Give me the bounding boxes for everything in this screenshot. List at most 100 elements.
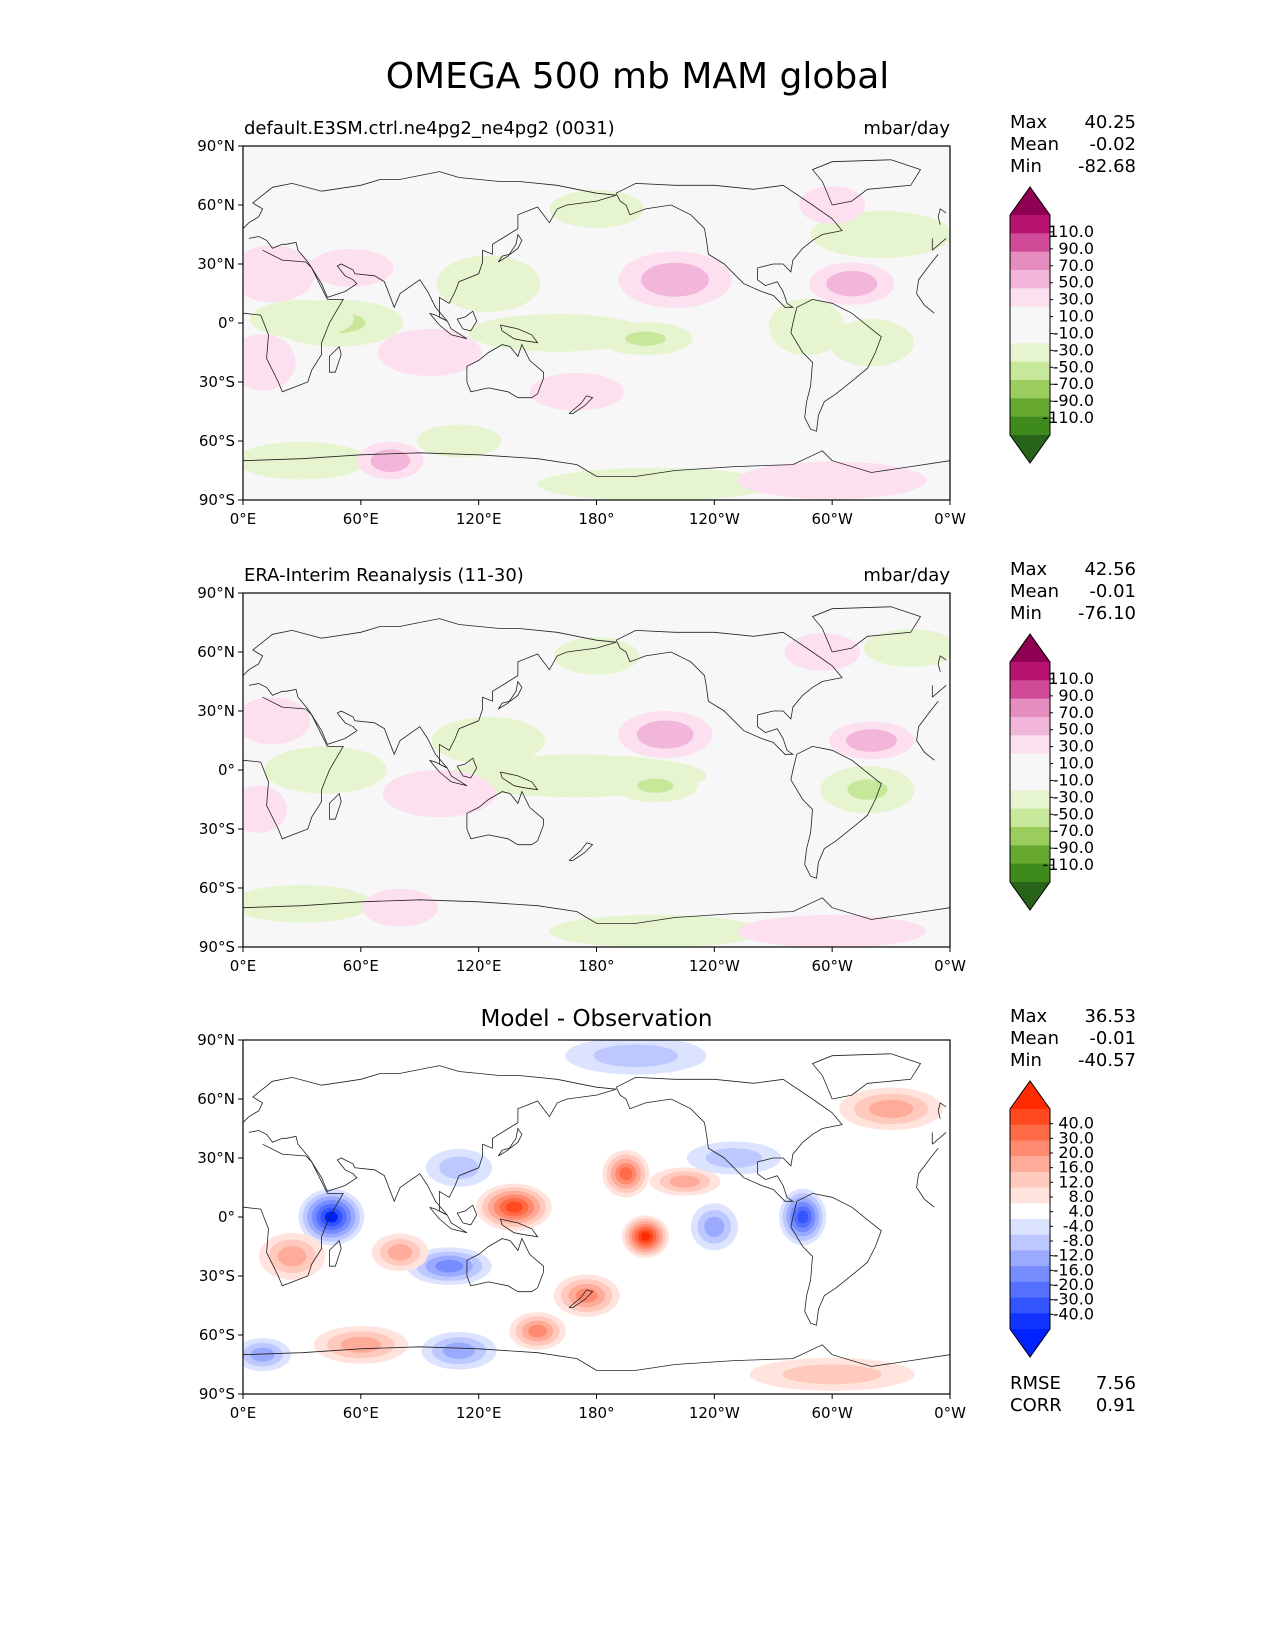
contour-region [387, 1244, 413, 1261]
lon-tick-label: 60°W [811, 510, 853, 528]
colorbar-segment [1010, 808, 1050, 828]
colorbar-label: -30.0 [1053, 787, 1094, 806]
contour-region [431, 716, 546, 765]
contour-region [243, 245, 315, 303]
coastline [811, 159, 922, 206]
colorbar-segment [1010, 251, 1050, 271]
coastline [328, 345, 342, 373]
coastline [916, 700, 939, 741]
panel-2-map: 90°N 60°N 30°N 0° 30°S 60°S 90°S0°E 60°E 120°E 18… [197, 584, 966, 975]
colorbar-label: 30.0 [1058, 737, 1094, 756]
colorbar-segment [1010, 1219, 1050, 1236]
stat-label: Max [1010, 559, 1048, 580]
colorbar-segment [1010, 1250, 1050, 1267]
coastline [456, 310, 478, 332]
colorbar-segment [1010, 1281, 1050, 1299]
contour-region [243, 334, 296, 391]
contour-region [439, 1156, 479, 1180]
stat-label: Max [1010, 112, 1048, 133]
panel-3-metrics: RMSE 7.56 CORR 0.91 [1010, 1373, 1136, 1417]
contour-region [382, 770, 496, 818]
colorbar-segment [1010, 215, 1050, 234]
colorbar-label: -50.0 [1053, 804, 1094, 823]
coastline [499, 771, 539, 791]
colorbar-segment [1010, 1124, 1050, 1141]
colorbar-label: -110.0 [1042, 855, 1094, 874]
coastline [243, 897, 950, 924]
contour-region [593, 1044, 679, 1068]
coastline [916, 740, 935, 761]
contour-region [669, 1175, 701, 1188]
stat-label: Mean [1010, 581, 1060, 602]
contour-region [243, 884, 373, 923]
contour-region [637, 778, 674, 793]
contour-region [826, 270, 878, 297]
coastline [916, 1147, 939, 1188]
colorbar-label: -12.0 [1053, 1246, 1094, 1265]
contour-region [529, 372, 624, 411]
lat-tick-label: 0° [218, 1208, 235, 1226]
coastline [568, 395, 594, 414]
coastline [243, 1344, 950, 1371]
lat-tick-label: 30°N [197, 1149, 235, 1167]
colorbar-segment [1010, 1156, 1050, 1173]
panel-2-title: ERA-Interim Reanalysis (11-30) [244, 565, 524, 586]
colorbar-segment [1010, 233, 1050, 253]
lat-tick-label: 90°N [197, 584, 235, 602]
contour-region [845, 729, 897, 752]
panel-1-title: default.E3SM.ctrl.ne4pg2_ne4pg2 (0031) [244, 118, 615, 139]
coastline [932, 685, 947, 698]
colorbar-extend-max [1010, 187, 1050, 215]
lon-tick-label: 0°E [230, 510, 257, 528]
colorbar-extend-max [1010, 634, 1050, 662]
coastline [615, 629, 843, 755]
colorbar-segment [1010, 398, 1050, 418]
coastline [568, 842, 594, 861]
colorbar-label: -90.0 [1053, 838, 1094, 857]
colorbar-segment [1010, 717, 1050, 736]
lat-tick-label: 90°S [199, 491, 235, 509]
colorbar-label: -10.0 [1053, 770, 1094, 789]
colorbar-segment [1010, 863, 1050, 883]
stat-value: -40.57 [1077, 1050, 1136, 1071]
colorbar-label: 4.0 [1069, 1202, 1094, 1221]
coastline [932, 238, 947, 251]
stat-value: 40.25 [1084, 112, 1136, 133]
lon-tick-label: 0°E [230, 957, 257, 975]
colorbar-segment [1010, 1266, 1050, 1283]
lon-tick-label: 120°W [689, 957, 740, 975]
coastline [243, 1143, 344, 1287]
contour-region [797, 1210, 809, 1224]
colorbar-segment [1010, 1187, 1050, 1204]
stat-value: -76.10 [1077, 603, 1136, 624]
lat-tick-label: 30°N [197, 702, 235, 720]
contour-region [784, 309, 830, 344]
colorbar-label: -70.0 [1053, 374, 1094, 393]
colorbar-segment [1010, 1203, 1050, 1220]
coastline [497, 680, 523, 710]
colorbar-segment [1010, 343, 1050, 363]
colorbar-label: 12.0 [1058, 1172, 1094, 1191]
contour-region [537, 467, 774, 500]
coastline [456, 757, 478, 779]
coastline [615, 182, 843, 308]
panel-1-stats: Max 40.25 Mean -0.02 Min -82.68 [1010, 112, 1136, 178]
contour-region [250, 1347, 275, 1362]
contour-region [549, 190, 644, 228]
coastline [937, 208, 947, 225]
panel-2-stats: Max 42.56 Mean -0.01 Min -76.10 [1010, 559, 1136, 625]
lat-tick-label: 0° [218, 761, 235, 779]
coastline [466, 1237, 544, 1293]
lat-tick-label: 90°N [197, 1031, 235, 1049]
contour-region [288, 755, 363, 785]
contour-region [868, 1099, 914, 1118]
coastline [328, 1239, 342, 1267]
contour-region [377, 328, 482, 377]
colorbar-segment [1010, 416, 1050, 436]
colorbar-label: -40.0 [1053, 1304, 1094, 1323]
stat-value: 42.56 [1084, 559, 1136, 580]
metric-value: 0.91 [1095, 1395, 1136, 1416]
contour-region [619, 1167, 633, 1181]
colorbar-label: 70.0 [1058, 703, 1094, 722]
lon-tick-label: 120°E [456, 957, 502, 975]
